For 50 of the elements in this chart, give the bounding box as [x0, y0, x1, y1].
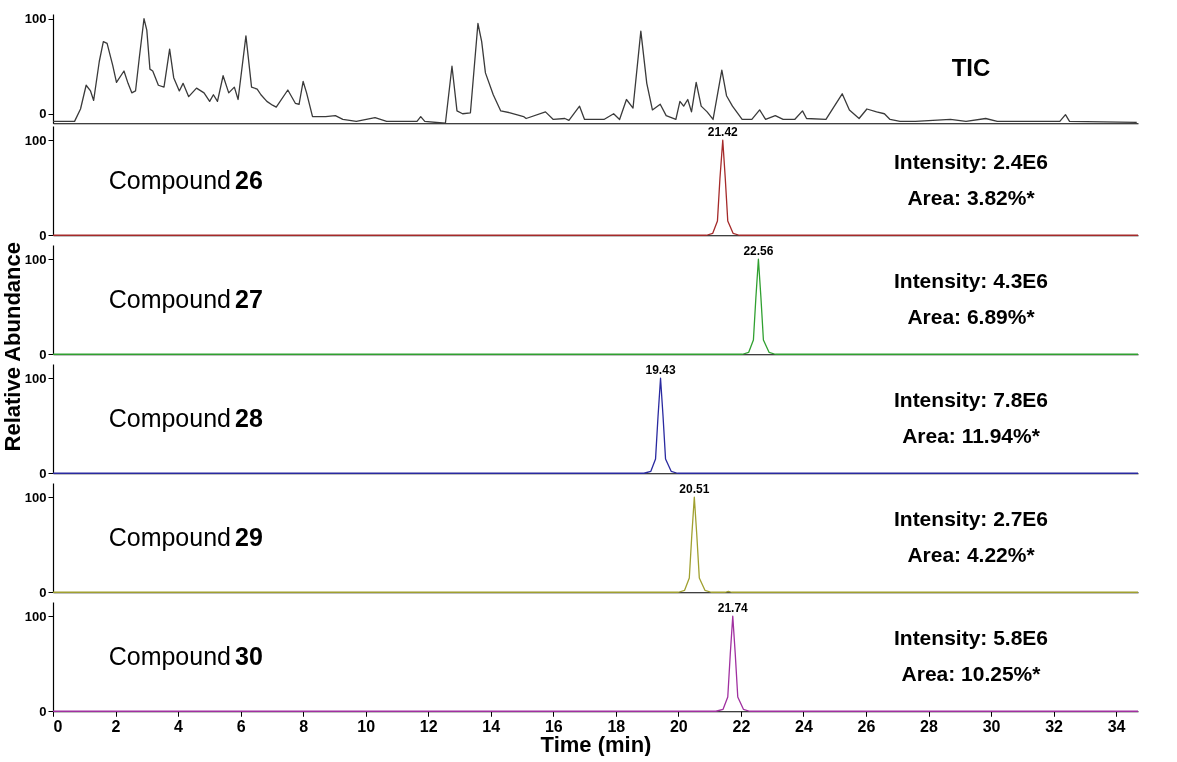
x-tick-label: 34 — [1107, 717, 1126, 735]
x-tick-label: 8 — [299, 717, 309, 735]
y-tick-label: 100 — [24, 251, 47, 267]
annotation: Intensity: 7.8E6 — [893, 387, 1049, 411]
x-tick-label: 2 — [111, 717, 121, 735]
series-label: Compound 30 — [108, 641, 263, 670]
x-tick-label: 10 — [357, 717, 376, 735]
y-tick-label: 0 — [39, 106, 47, 122]
x-tick-label: 12 — [419, 717, 438, 735]
y-tick-label: 0 — [39, 584, 47, 600]
y-tick-label: 100 — [24, 370, 47, 386]
x-tick-label: 30 — [982, 717, 1001, 735]
annotation: Intensity: 4.3E6 — [893, 268, 1049, 292]
series-label: Compound 29 — [108, 522, 263, 551]
x-tick-label: 14 — [482, 717, 501, 735]
y-tick-label: 100 — [24, 489, 47, 505]
y-tick-label: 0 — [39, 465, 47, 481]
series-label: Compound 28 — [108, 403, 263, 432]
y-tick-label: 0 — [39, 346, 47, 362]
x-tick-label: 26 — [857, 717, 876, 735]
annotation: Area: 11.94%* — [902, 423, 1041, 447]
annotation: Intensity: 2.4E6 — [893, 149, 1049, 173]
y-axis-title: Relative Abundance — [0, 242, 25, 452]
y-tick-label: 100 — [24, 608, 47, 624]
annotation: Area: 3.82%* — [907, 185, 1036, 209]
series-label: Compound 26 — [108, 165, 263, 194]
annotation: Intensity: 5.8E6 — [893, 625, 1049, 649]
x-tick-label: 4 — [174, 717, 184, 735]
series-label: Compound 27 — [108, 284, 263, 313]
x-tick-label: 32 — [1045, 717, 1064, 735]
annotation: Area: 4.22%* — [907, 542, 1036, 566]
annotation: Intensity: 2.7E6 — [893, 506, 1049, 530]
x-tick-label: 24 — [795, 717, 813, 735]
x-tick-label: 22 — [732, 717, 751, 735]
x-tick-label: 20 — [669, 717, 688, 735]
series-label: TIC — [951, 53, 991, 81]
y-tick-label: 0 — [39, 227, 47, 243]
annotation: 20.51 — [679, 482, 710, 497]
annotation: 21.74 — [717, 601, 749, 616]
annotation: Area: 6.89%* — [907, 304, 1036, 328]
y-tick-label: 0 — [39, 703, 47, 719]
annotation: 19.43 — [645, 363, 676, 378]
annotation: 21.42 — [707, 125, 739, 140]
x-tick-label: 6 — [236, 717, 246, 735]
x-tick-label: 0 — [53, 717, 63, 735]
annotation: Area: 10.25%* — [901, 661, 1042, 685]
annotation: 22.56 — [743, 244, 774, 259]
y-tick-label: 100 — [24, 11, 47, 27]
x-tick-label: 28 — [920, 717, 938, 735]
y-tick-label: 100 — [24, 132, 47, 148]
